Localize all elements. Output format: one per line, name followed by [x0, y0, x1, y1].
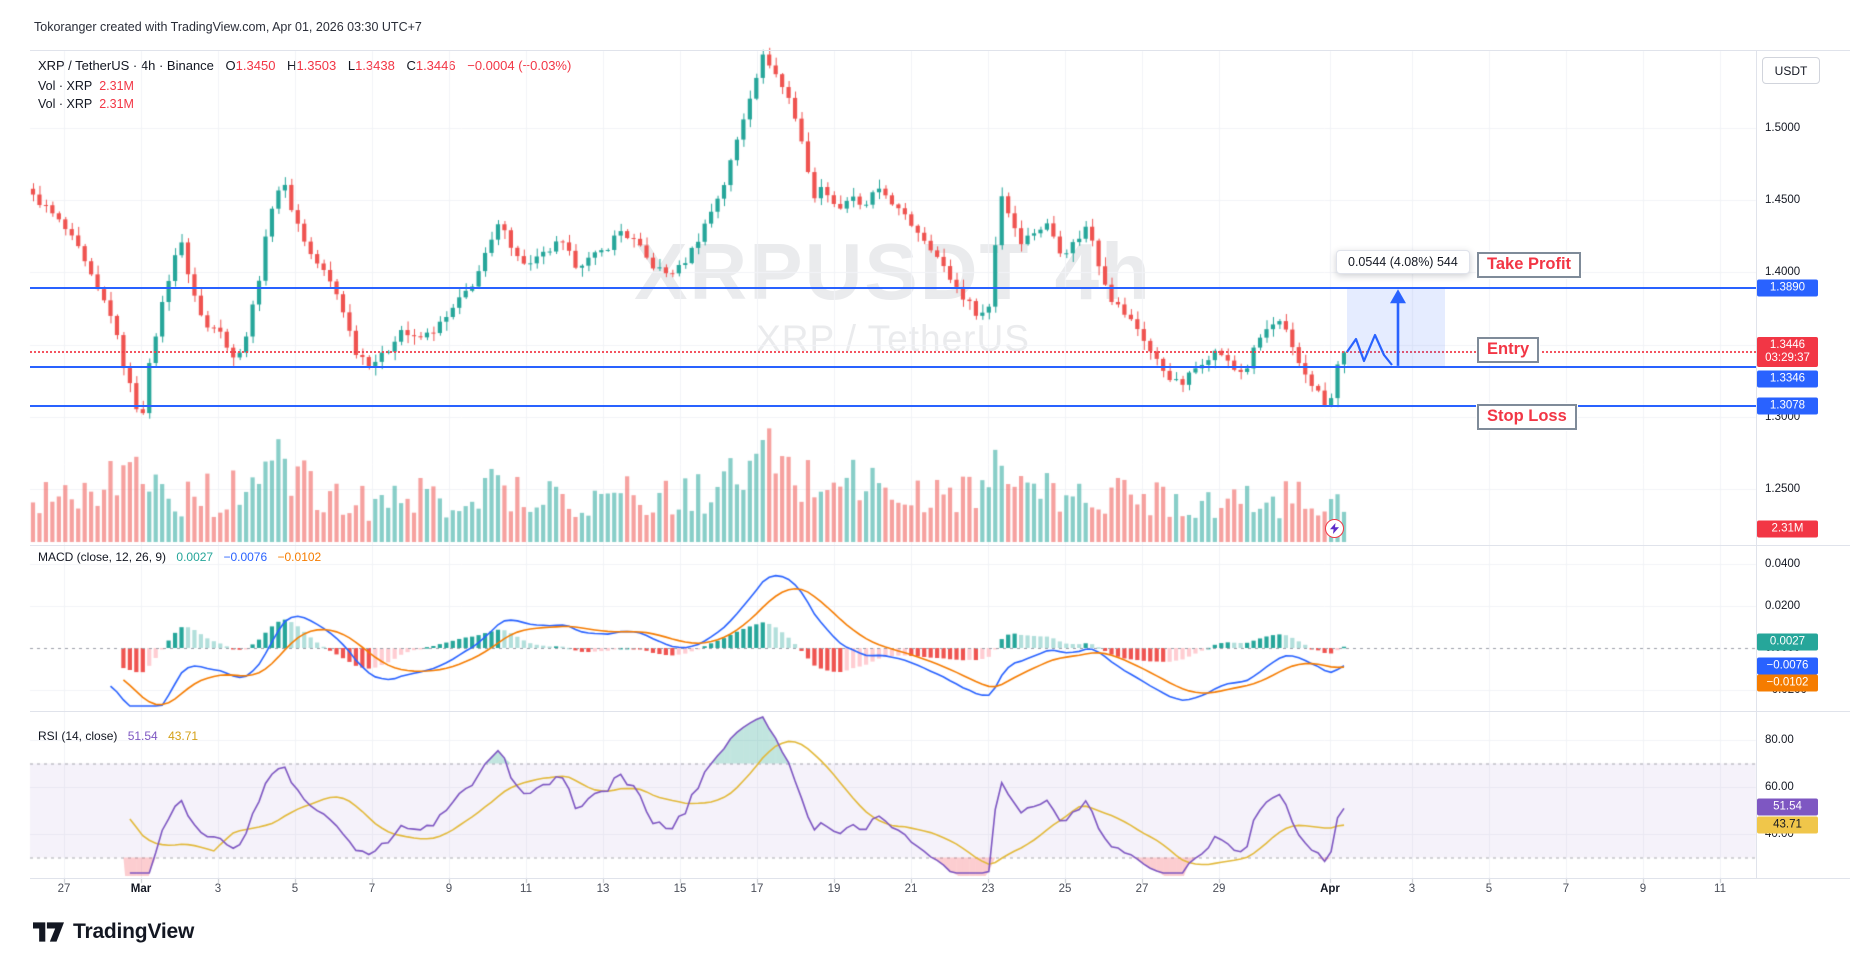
volume-badge: 2.31M	[1757, 520, 1818, 538]
current-price-badge: 1.3446 03:29:37	[1757, 337, 1818, 368]
macd-hist-value: 0.0027	[176, 550, 214, 564]
rsi-badge: 51.54	[1757, 798, 1818, 816]
time-tick: Mar	[130, 883, 152, 895]
price-axis-border	[1756, 50, 1757, 878]
time-tick: 25	[1058, 883, 1072, 895]
take-profit-label[interactable]: Take Profit	[1477, 252, 1582, 278]
time-tick: 17	[750, 883, 764, 895]
macd-line-badge: −0.0076	[1757, 657, 1818, 675]
price-tick: 1.5000	[1765, 122, 1801, 134]
macd-signal-value: −0.0102	[277, 550, 322, 564]
measure-tooltip: 0.0544 (4.08%) 544	[1336, 250, 1470, 274]
time-tick: 7	[1562, 883, 1570, 895]
stop-loss-price-badge: 1.3078	[1757, 397, 1818, 415]
price-tick: 1.2500	[1765, 483, 1801, 495]
rsi-legend: RSI (14, close) 51.54 43.71	[38, 729, 198, 743]
rsi-ma-value: 43.71	[168, 729, 199, 743]
time-tick: 23	[981, 883, 995, 895]
time-tick: 3	[214, 883, 222, 895]
time-axis-border	[30, 878, 1850, 879]
entry-line[interactable]	[30, 365, 1756, 368]
current-price-line	[30, 351, 1756, 354]
brand-name: TradingView	[73, 920, 195, 943]
quick-trade-icon[interactable]	[1325, 519, 1344, 538]
rsi-tick: 60.00	[1765, 781, 1794, 793]
time-tick: 29	[1212, 883, 1226, 895]
price-tick: 1.4500	[1765, 194, 1801, 207]
rsi-value: 51.54	[127, 729, 158, 743]
currency-toggle-button[interactable]: USDT	[1762, 57, 1820, 84]
time-tick: Apr	[1320, 883, 1340, 895]
lightning-bolt-icon	[1330, 523, 1339, 534]
chart-top-border	[30, 50, 1850, 51]
macd-hist-badge: 0.0027	[1757, 633, 1818, 651]
time-tick: 27	[57, 883, 71, 895]
time-tick: 11	[520, 883, 532, 895]
time-tick: 21	[904, 883, 918, 895]
rsi-tick: 80.00	[1765, 734, 1794, 746]
stop-loss-label[interactable]: Stop Loss	[1477, 404, 1577, 430]
macd-title: MACD (close, 12, 26, 9)	[38, 550, 167, 564]
stop-loss-line[interactable]	[30, 404, 1756, 407]
price-tick: 1.4000	[1765, 266, 1801, 279]
tradingview-logo[interactable]: TradingView	[33, 920, 194, 944]
time-tick: 15	[673, 883, 687, 895]
time-tick: 9	[445, 883, 453, 895]
rsi-ma-badge: 43.71	[1757, 816, 1818, 834]
time-tick: 11	[1714, 883, 1726, 895]
macd-signal-badge: −0.0102	[1757, 674, 1818, 692]
time-tick: 5	[1485, 883, 1493, 895]
time-tick: 3	[1408, 883, 1416, 895]
time-tick: 9	[1639, 883, 1647, 895]
take-profit-line[interactable]	[30, 287, 1756, 290]
pane-separator-macd[interactable]	[30, 545, 1850, 546]
rsi-title: RSI (14, close)	[38, 729, 118, 743]
time-tick: 13	[596, 883, 610, 895]
macd-tick: 0.0400	[1765, 558, 1801, 570]
time-tick: 27	[1135, 883, 1149, 895]
entry-price-badge: 1.3346	[1757, 370, 1818, 388]
time-tick: 19	[827, 883, 841, 895]
macd-tick: 0.0200	[1765, 600, 1801, 612]
tradingview-mark-icon	[33, 922, 64, 942]
entry-label[interactable]: Entry	[1477, 337, 1540, 363]
time-tick: 5	[291, 883, 299, 895]
macd-line-value: −0.0076	[223, 550, 268, 564]
time-tick: 7	[368, 883, 376, 895]
macd-legend: MACD (close, 12, 26, 9) 0.0027 −0.0076 −…	[38, 550, 321, 564]
take-profit-price-badge: 1.3890	[1757, 279, 1818, 297]
pane-separator-rsi[interactable]	[30, 711, 1850, 712]
